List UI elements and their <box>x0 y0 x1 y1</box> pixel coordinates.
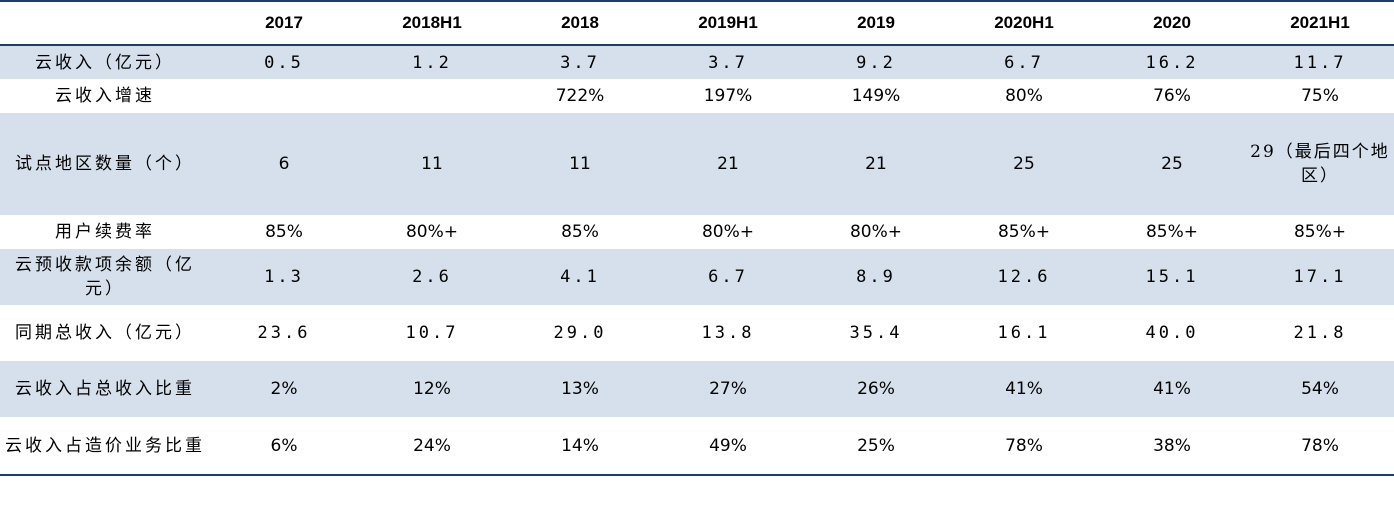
table-cell: 25% <box>802 417 950 476</box>
table-cell <box>358 79 506 113</box>
row-cloud-share-total: 云收入占总收入比重 2% 12% 13% 27% 26% 41% 41% 54% <box>0 361 1394 417</box>
row-label: 云收入占总收入比重 <box>0 361 210 417</box>
table-cell: 12% <box>358 361 506 417</box>
table-cell: 1.3 <box>210 249 358 305</box>
table-cell: 9.2 <box>802 45 950 79</box>
table-cell: 26% <box>802 361 950 417</box>
row-label: 试点地区数量（个） <box>0 113 210 215</box>
table-cell: 41% <box>950 361 1098 417</box>
table-cell: 40.0 <box>1145 323 1199 343</box>
table-cell: 15.1 <box>1098 249 1246 305</box>
table-cell: 13.8 <box>701 323 755 343</box>
data-table: 2017 2018H1 2018 2019H1 2019 2020H1 2020… <box>0 0 1394 476</box>
row-label: 云预收款项余额（亿元） <box>0 249 210 305</box>
row-label: 云收入（亿元） <box>0 45 210 79</box>
table-cell: 197% <box>703 86 753 106</box>
table-cell: 27% <box>654 361 802 417</box>
table-cell: 12.6 <box>950 249 1098 305</box>
table-cell: 14% <box>506 417 654 476</box>
header-cell-corner <box>0 0 210 46</box>
table-cell: 0.5 <box>210 45 358 79</box>
table-cell: 1.2 <box>358 45 506 79</box>
table-cell: 3.7 <box>654 45 802 79</box>
row-label: 云收入增速 <box>55 86 155 106</box>
table-cell: 78% <box>950 417 1098 476</box>
row-label: 云收入占造价业务比重 <box>0 417 210 476</box>
row-cloud-prepayment-balance: 云预收款项余额（亿元） 1.3 2.6 4.1 6.7 8.9 12.6 15.1 17.1 <box>0 249 1394 305</box>
table-cell: 16.1 <box>997 323 1051 343</box>
table-cell: 21 <box>654 113 802 215</box>
table-cell: 85% <box>561 222 599 242</box>
table-cell: 16.2 <box>1098 45 1246 79</box>
table-cell: 6 <box>210 113 358 215</box>
table-cell: 2% <box>210 361 358 417</box>
table-cell: 6.7 <box>950 45 1098 79</box>
table-cell: 17.1 <box>1246 249 1394 305</box>
table-cell: 11 <box>506 113 654 215</box>
header-cell-2019: 2019 <box>802 0 950 46</box>
table-cell: 35.4 <box>849 323 903 343</box>
table-cell: 78% <box>1246 417 1394 476</box>
table-cell: 13% <box>506 361 654 417</box>
header-cell-2021h1: 2021H1 <box>1246 0 1394 46</box>
table-cell <box>210 79 358 113</box>
table-cell: 2.6 <box>358 249 506 305</box>
table-cell: 80% <box>1005 86 1043 106</box>
header-cell-2018h1: 2018H1 <box>358 0 506 46</box>
table-cell: 8.9 <box>802 249 950 305</box>
header-cell-2019h1: 2019H1 <box>654 0 802 46</box>
table-cell: 722% <box>555 86 605 106</box>
table-cell: 75% <box>1301 86 1339 106</box>
table-cell: 54% <box>1246 361 1394 417</box>
row-label: 用户续费率 <box>55 222 155 242</box>
header-cell-2017: 2017 <box>210 0 358 46</box>
table-cell: 21 <box>802 113 950 215</box>
table-cell: 85%+ <box>997 222 1051 242</box>
table-cell: 21.8 <box>1293 323 1347 343</box>
table-cell: 6.7 <box>654 249 802 305</box>
header-cell-2020: 2020 <box>1098 0 1246 46</box>
table-cell: 23.6 <box>257 323 311 343</box>
table-cell: 25 <box>1098 113 1246 215</box>
row-cloud-share-pricing: 云收入占造价业务比重 6% 24% 14% 49% 25% 78% 38% 78% <box>0 417 1394 476</box>
table-cell: 11.7 <box>1246 45 1394 79</box>
table-cell: 11 <box>358 113 506 215</box>
table-cell: 24% <box>358 417 506 476</box>
table-cell: 80%+ <box>849 222 903 242</box>
table-cell: 80%+ <box>701 222 755 242</box>
row-cloud-revenue: 云收入（亿元） 0.5 1.2 3.7 3.7 9.2 6.7 16.2 11.7 <box>0 45 1394 79</box>
table-cell: 29（最后四个地区） <box>1246 113 1394 215</box>
table-cell: 25 <box>950 113 1098 215</box>
table-cell: 49% <box>654 417 802 476</box>
row-cloud-revenue-growth: 云收入增速 722% 197% 149% 80% 76% 75% <box>0 79 1394 113</box>
table-cell: 85%+ <box>1293 222 1347 242</box>
table-cell: 29.0 <box>553 323 607 343</box>
table-cell: 38% <box>1098 417 1246 476</box>
row-pilot-regions: 试点地区数量（个） 6 11 11 21 21 25 25 29（最后四个地区） <box>0 113 1394 215</box>
header-cell-2018: 2018 <box>506 0 654 46</box>
table-cell: 76% <box>1153 86 1191 106</box>
table-body: 云收入（亿元） 0.5 1.2 3.7 3.7 9.2 6.7 16.2 11.7 云收入增速 72… <box>0 45 1394 476</box>
table-cell: 149% <box>851 86 901 106</box>
table-cell: 80%+ <box>405 222 459 242</box>
header-cell-2020h1: 2020H1 <box>950 0 1098 46</box>
table-cell: 3.7 <box>506 45 654 79</box>
row-total-revenue: 同期总收入（亿元） 23.6 10.7 29.0 13.8 35.4 16.1 40.0 21.… <box>0 305 1394 361</box>
table-cell: 10.7 <box>405 323 459 343</box>
row-label: 同期总收入（亿元） <box>15 323 195 343</box>
row-renewal-rate: 用户续费率 85% 80%+ 85% 80%+ 80%+ 85%+ 85%+ 85%+ <box>0 215 1394 249</box>
table-cell: 6% <box>210 417 358 476</box>
table-cell: 4.1 <box>506 249 654 305</box>
header-row: 2017 2018H1 2018 2019H1 2019 2020H1 2020… <box>0 0 1394 46</box>
table-cell: 85%+ <box>1145 222 1199 242</box>
table-cell: 41% <box>1098 361 1246 417</box>
table-cell: 85% <box>265 222 303 242</box>
